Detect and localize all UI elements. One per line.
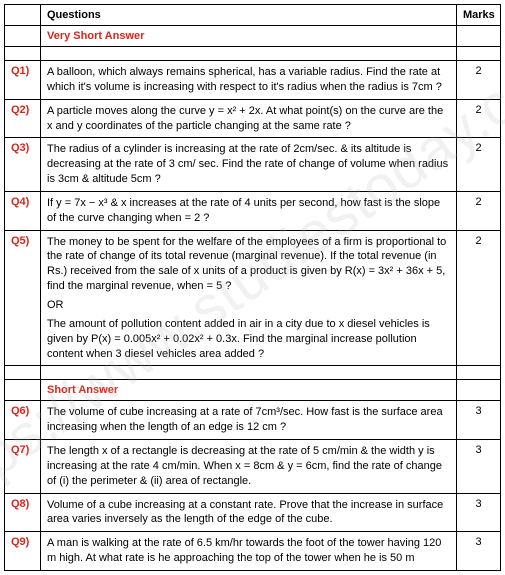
question-text: The volume of cube increasing at a rate … [41, 401, 457, 440]
question-id: Q5) [5, 230, 41, 366]
question-row: Q7) The length x of a rectangle is decre… [5, 440, 501, 494]
question-text: The radius of a cylinder is increasing a… [41, 138, 457, 192]
question-id: Q2) [5, 99, 41, 138]
question-row: Q4) If y = 7x − x³ & x increases at the … [5, 191, 501, 230]
section-row: Very Short Answer [5, 26, 501, 47]
table-header: Questions Marks [5, 5, 501, 26]
header-marks: Marks [457, 5, 501, 26]
section-row: Short Answer [5, 380, 501, 401]
question-text: Volume of a cube increasing at a constan… [41, 493, 457, 532]
question-id: Q7) [5, 440, 41, 494]
question-row: Q2) A particle moves along the curve y =… [5, 99, 501, 138]
header-blank [5, 5, 41, 26]
spacer-row [5, 47, 501, 61]
header-questions: Questions [41, 5, 457, 26]
question-text: The money to be spent for the welfare of… [41, 230, 457, 366]
question-row: Q9) A man is walking at the rate of 6.5 … [5, 532, 501, 571]
question-id: Q6) [5, 401, 41, 440]
question-id: Q3) [5, 138, 41, 192]
question-row: Q3) The radius of a cylinder is increasi… [5, 138, 501, 192]
question-marks: 2 [457, 138, 501, 192]
question-id: Q4) [5, 191, 41, 230]
question-row: Q6) The volume of cube increasing at a r… [5, 401, 501, 440]
question-id: Q9) [5, 532, 41, 571]
question-marks: 2 [457, 61, 501, 100]
section-very-short: Very Short Answer [41, 26, 457, 47]
question-id: Q8) [5, 493, 41, 532]
question-text: If y = 7x − x³ & x increases at the rate… [41, 191, 457, 230]
question-text-part2: The amount of pollution content added in… [47, 318, 430, 360]
section-short: Short Answer [41, 380, 457, 401]
question-marks: 2 [457, 99, 501, 138]
question-row: Q8) Volume of a cube increasing at a con… [5, 493, 501, 532]
questions-table: Questions Marks Very Short Answer Q1) A … [4, 4, 501, 571]
spacer-row [5, 366, 501, 380]
question-marks: 3 [457, 401, 501, 440]
question-marks: 3 [457, 532, 501, 571]
question-marks: 3 [457, 440, 501, 494]
question-row: Q1) A balloon, which always remains sphe… [5, 61, 501, 100]
question-or: OR [47, 298, 450, 313]
question-text: A balloon, which always remains spherica… [41, 61, 457, 100]
question-marks: 2 [457, 191, 501, 230]
question-text-part1: The money to be spent for the welfare of… [47, 236, 446, 293]
question-text: The length x of a rectangle is decreasin… [41, 440, 457, 494]
question-id: Q1) [5, 61, 41, 100]
question-marks: 2 [457, 230, 501, 366]
question-marks: 3 [457, 493, 501, 532]
question-text: A particle moves along the curve y = x² … [41, 99, 457, 138]
question-row: Q5) The money to be spent for the welfar… [5, 230, 501, 366]
question-text: A man is walking at the rate of 6.5 km/h… [41, 532, 457, 571]
